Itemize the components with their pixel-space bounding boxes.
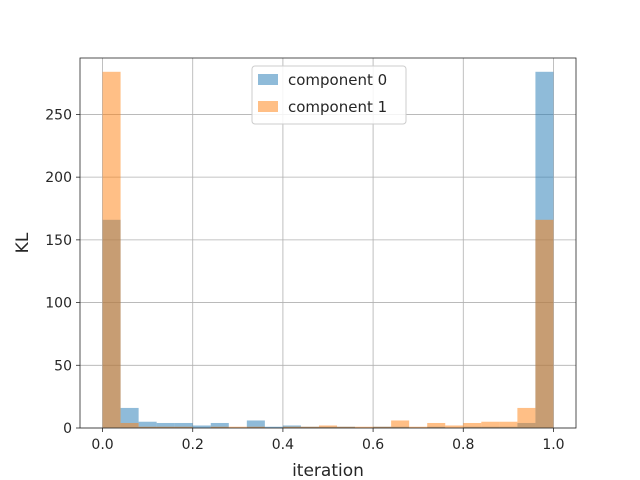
bar-component-0 — [192, 425, 211, 428]
x-axis-label: iteration — [292, 461, 364, 480]
y-tick-label: 50 — [54, 358, 72, 374]
bar-component-1 — [156, 426, 175, 428]
bar-component-1 — [355, 426, 374, 428]
x-tick-label: 0.4 — [272, 437, 294, 453]
bar-component-1 — [102, 71, 121, 429]
x-tick-label: 0.8 — [452, 437, 474, 453]
histogram-bars — [102, 71, 554, 429]
bar-component-0 — [210, 422, 229, 428]
y-tick-label: 0 — [63, 421, 72, 437]
bar-component-1 — [282, 426, 301, 428]
x-tick-label: 0.2 — [182, 437, 204, 453]
bar-component-1 — [499, 421, 518, 428]
legend-swatch-component-0 — [258, 74, 278, 85]
legend-box — [251, 65, 407, 125]
bar-component-1 — [535, 219, 554, 428]
legend: component 0 component 1 — [251, 65, 407, 125]
bar-component-1 — [210, 426, 229, 428]
bar-component-0 — [174, 422, 193, 428]
bar-component-1 — [463, 422, 482, 428]
bar-component-1 — [337, 426, 356, 428]
bar-component-1 — [120, 422, 139, 428]
bar-component-1 — [138, 426, 157, 428]
bar-component-0 — [156, 422, 175, 428]
bar-component-0 — [120, 407, 139, 428]
x-tick-label: 0.0 — [91, 437, 113, 453]
y-axis-label: KL — [13, 232, 33, 253]
bar-component-1 — [427, 422, 446, 428]
bar-component-1 — [318, 425, 338, 428]
y-tick-label: 150 — [45, 233, 72, 249]
y-tick-label: 100 — [45, 296, 72, 312]
bar-component-1 — [391, 420, 410, 428]
legend-label-component-0: component 0 — [288, 71, 387, 89]
bar-component-0 — [264, 426, 283, 428]
bar-component-1 — [481, 421, 500, 428]
bar-component-1 — [228, 426, 247, 428]
axis-ticks: 0.0 0.2 0.4 0.6 0.8 1.0 0 50 100 150 200 250 — [45, 107, 564, 453]
y-tick-label: 200 — [45, 170, 72, 186]
y-tick-label: 250 — [45, 107, 72, 123]
plot-frame — [79, 57, 577, 429]
legend-swatch-component-1 — [258, 101, 278, 112]
bar-component-1 — [445, 425, 464, 428]
bar-component-0 — [138, 421, 157, 428]
legend-label-component-1: component 1 — [288, 98, 387, 116]
bar-component-1 — [174, 426, 193, 428]
bar-component-0 — [246, 420, 265, 428]
x-tick-label: 0.6 — [362, 437, 384, 453]
bar-component-1 — [246, 426, 265, 428]
bar-component-1 — [373, 426, 392, 428]
x-tick-label: 1.0 — [542, 437, 564, 453]
bar-component-1 — [300, 426, 319, 428]
bar-component-1 — [517, 407, 536, 428]
bar-component-1 — [409, 426, 428, 428]
